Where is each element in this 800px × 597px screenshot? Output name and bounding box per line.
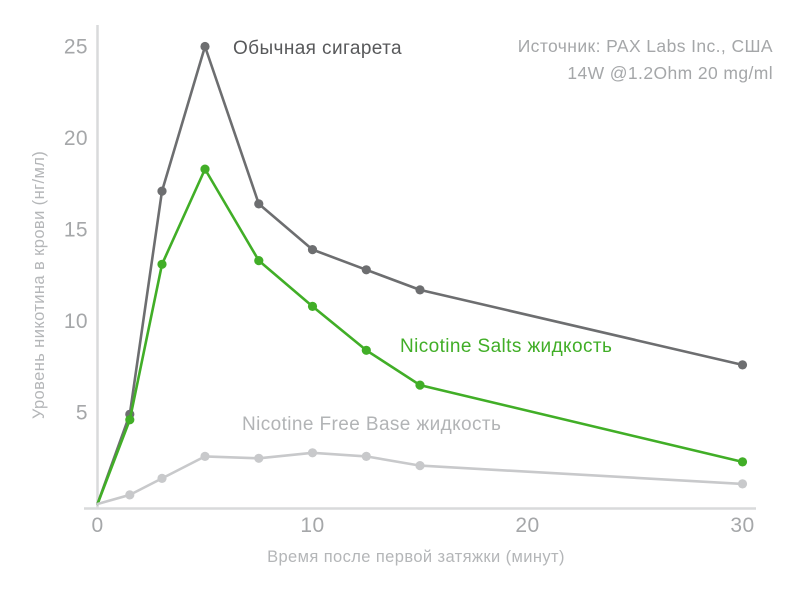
series-point [361,265,371,275]
series-line [96,45,744,506]
x-tick-label: 30 [730,514,754,537]
y-axis-title: Уровень никотина в крови (нг/мл) [30,151,48,419]
series-layer [96,41,748,506]
x-axis-title: Время после первой затяжки (минут) [267,548,565,566]
y-tick-label: 15 [64,219,88,242]
series-label-salts: Nicotine Salts жидкость [400,336,612,357]
series-point [200,451,210,461]
series-line [96,451,744,506]
y-tick-label: 5 [76,402,88,425]
series-point [415,380,425,390]
y-tick-label: 20 [64,127,88,150]
series-point [361,345,371,355]
series-point [254,453,264,463]
series-point [737,360,748,370]
series-label-freebase: Nicotine Free Base жидкость [242,414,501,435]
series-point [737,457,748,467]
series-point [361,451,371,461]
series-point [200,164,210,174]
series-point [125,415,135,425]
x-tick-labels: 0 10 20 30 [91,514,754,537]
source-line-1: Источник: PAX Labs Inc., США [518,36,773,56]
series-point [307,301,318,311]
series-point [157,186,167,196]
series-point [415,461,425,471]
series-point [157,473,167,483]
series-point [415,285,425,295]
y-tick-label: 25 [64,36,88,59]
series-point [125,490,135,500]
series-label-cigarette: Обычная сигарета [233,38,402,59]
series-point [200,41,210,52]
series-point [307,448,318,458]
source-line-2: 14W @1.2Ohm 20 mg/ml [567,63,773,83]
x-tick-label: 10 [300,514,324,537]
x-tick-label: 0 [91,514,103,537]
y-tick-labels: 5 10 15 20 25 [64,36,88,425]
series-point [157,259,167,269]
series-point [254,199,264,209]
x-tick-label: 20 [515,514,539,537]
axes [84,25,756,510]
series-point [737,479,748,489]
series-point [307,245,318,255]
y-tick-label: 10 [64,310,88,333]
series-point [254,256,264,266]
